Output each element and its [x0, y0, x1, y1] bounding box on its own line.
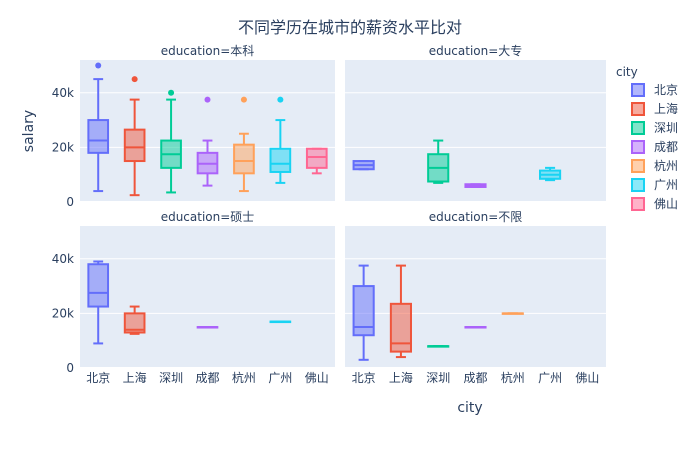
box-body [123, 128, 146, 163]
facet-label: education=大专 [429, 43, 523, 58]
box-body [233, 143, 255, 175]
x-tick-label: 广州 [538, 371, 562, 385]
x-tick-label: 深圳 [426, 371, 450, 385]
box-body [87, 263, 110, 308]
box-北京 [352, 264, 375, 361]
x-tick-label: 杭州 [232, 370, 256, 385]
legend-item: 佛山 [631, 197, 678, 211]
box-广州 [269, 320, 292, 324]
box-body [389, 302, 412, 353]
box-广州 [269, 96, 292, 184]
x-tick-label: 广州 [268, 371, 292, 385]
x-tick-label: 深圳 [159, 371, 183, 385]
box-成都 [464, 326, 487, 329]
y-tick-label: 0 [66, 361, 74, 375]
box-杭州 [501, 312, 524, 315]
box-北京 [87, 62, 110, 193]
x-tick-label: 佛山 [575, 371, 599, 385]
x-tick-label: 成都 [463, 371, 487, 385]
x-tick-label: 成都 [195, 371, 219, 385]
box-上海 [389, 264, 412, 359]
x-tick-label: 北京 [352, 371, 376, 385]
y-tick-label: 40k [52, 252, 74, 266]
legend-label: 深圳 [654, 121, 678, 135]
facet-label: education=硕士 [161, 210, 255, 224]
panel-background [345, 60, 606, 202]
legend-swatch [631, 140, 645, 154]
outlier-point [240, 96, 247, 103]
legend-label: 北京 [654, 83, 678, 97]
legend-label: 广州 [654, 178, 678, 192]
legend-swatch [631, 83, 645, 97]
panel-background [80, 226, 335, 368]
outlier-point [204, 96, 211, 103]
box-body [352, 285, 375, 337]
legend-label: 佛山 [654, 197, 678, 211]
box-body [305, 147, 328, 169]
box-成都 [464, 183, 487, 188]
box-上海 [123, 76, 146, 197]
box-北京 [87, 260, 110, 345]
facet-label: education=不限 [429, 210, 523, 224]
box-杭州 [233, 96, 255, 193]
panel-background [345, 226, 606, 368]
legend-item: 深圳 [631, 121, 678, 135]
legend-label: 成都 [654, 140, 678, 154]
legend-item: 成都 [631, 140, 678, 154]
legend-item: 广州 [631, 178, 678, 192]
box-body [269, 147, 292, 173]
x-axis-title: city [457, 400, 482, 416]
legend-swatch [631, 178, 645, 192]
legend-swatch [631, 121, 645, 135]
x-tick-label: 杭州 [501, 370, 525, 385]
x-tick-label: 北京 [86, 371, 110, 385]
legend-swatch [631, 159, 645, 173]
box-成都 [196, 326, 219, 329]
y-axis-title: salary [21, 110, 37, 152]
box-广州 [539, 166, 562, 182]
y-tick-label: 40k [52, 86, 74, 100]
outlier-point [277, 96, 284, 103]
box-深圳 [427, 139, 450, 184]
x-tick-label: 佛山 [305, 371, 329, 385]
legend-title: city [616, 65, 638, 79]
outlier-point [131, 76, 138, 83]
box-佛山 [305, 147, 328, 175]
legend-item: 北京 [631, 83, 678, 97]
legend-swatch [631, 197, 645, 211]
outlier-point [95, 62, 102, 69]
x-tick-label: 上海 [389, 370, 413, 385]
box-body [123, 312, 146, 334]
legend-item: 上海 [631, 101, 678, 116]
outlier-point [168, 89, 175, 96]
y-tick-label: 20k [52, 140, 74, 154]
box-深圳 [160, 89, 182, 194]
y-tick-label: 20k [52, 306, 74, 320]
facet-label: education=本科 [161, 44, 255, 58]
legend-label: 杭州 [654, 158, 678, 173]
x-tick-label: 上海 [123, 370, 147, 385]
box-body [87, 119, 110, 154]
box-上海 [123, 305, 146, 335]
legend-item: 杭州 [631, 158, 678, 173]
box-成都 [196, 96, 219, 187]
chart-title: 不同学历在城市的薪资水平比对 [238, 18, 462, 37]
y-tick-label: 0 [66, 195, 74, 209]
legend-label: 上海 [654, 101, 678, 116]
box-北京 [352, 160, 375, 171]
box-深圳 [427, 345, 450, 348]
legend-swatch [631, 102, 645, 116]
